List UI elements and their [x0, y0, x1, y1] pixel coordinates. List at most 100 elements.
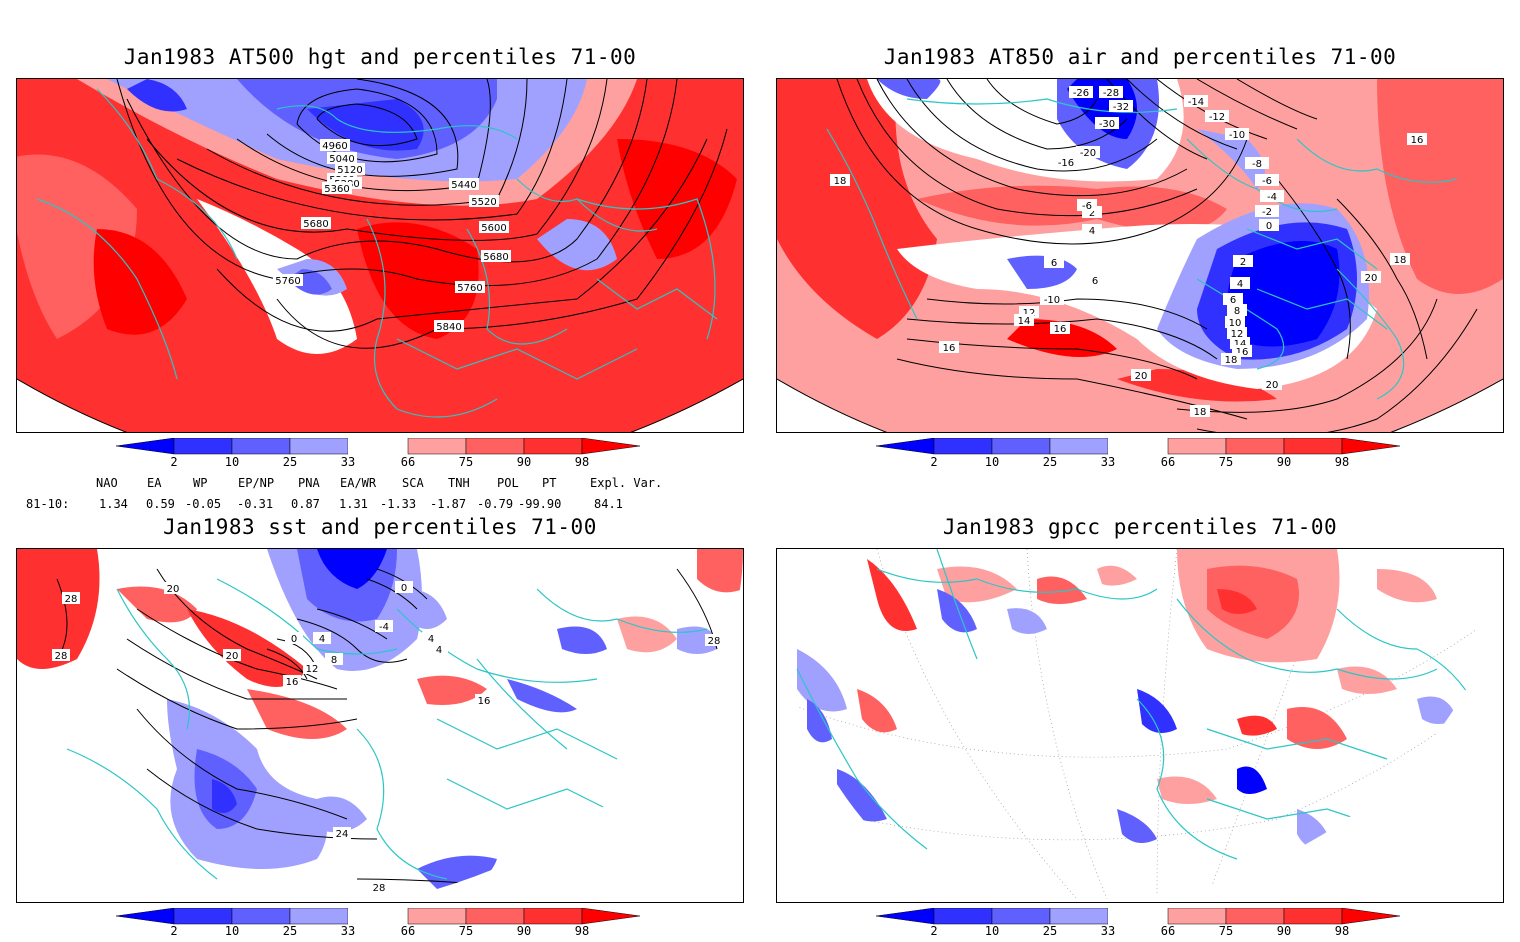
contour-label: 8 [1227, 304, 1247, 317]
svg-text:16: 16 [1411, 135, 1424, 146]
contour-label: 4 [430, 643, 448, 656]
contour-label: -4 [1260, 190, 1284, 203]
panel-title-tr: Jan1983 AT850 air and percentiles 71-00 [883, 45, 1397, 69]
colorbar-label: 2 [170, 924, 178, 938]
svg-text:24: 24 [336, 829, 349, 840]
contour-label: -2 [1255, 205, 1279, 218]
panel-title-br: Jan1983 gpcc percentiles 71-00 [942, 515, 1338, 539]
colorbar-legend [115, 907, 641, 925]
contour-label: 20 [1262, 378, 1282, 391]
colorbar-label: 90 [516, 924, 532, 938]
index-header: EP/NP [238, 476, 275, 490]
colorbar-label: 10 [224, 455, 240, 469]
contour-label: -10 [1225, 128, 1249, 141]
svg-text:4: 4 [319, 634, 325, 645]
svg-text:6: 6 [1092, 276, 1098, 287]
contour-label: 4 [313, 632, 331, 645]
contour-label: 20 [223, 649, 241, 662]
svg-text:16: 16 [943, 343, 956, 354]
contour-label: 12 [1227, 327, 1247, 340]
svg-text:2: 2 [1240, 257, 1246, 268]
svg-text:18: 18 [1225, 355, 1238, 366]
svg-text:5840: 5840 [436, 322, 461, 333]
map-sst-svg: 28 28 20 20 0 4 4 4 8 12 16 16 0 -4 24 2… [17, 549, 743, 902]
svg-text:-4: -4 [379, 622, 389, 633]
svg-text:8: 8 [1234, 306, 1240, 317]
contour-label: -6 [1077, 199, 1097, 212]
svg-text:4: 4 [436, 645, 442, 656]
svg-text:4: 4 [1089, 226, 1095, 237]
svg-text:-14: -14 [1188, 97, 1204, 108]
index-row-label: 81-10: [26, 497, 70, 511]
svg-text:2: 2 [1089, 208, 1095, 219]
contour-label: 14 [1014, 314, 1034, 327]
index-value: -1.33 [380, 497, 417, 511]
contour-label: 8 [325, 653, 343, 666]
colorbar-bottom-left: 2 10 25 33 66 75 90 98 [115, 907, 646, 942]
index-header: Expl. Var. [590, 476, 663, 490]
svg-text:-10: -10 [1229, 130, 1245, 141]
svg-text:6: 6 [1230, 295, 1236, 306]
index-value: -99.90 [518, 497, 562, 511]
contour-label: 0 [1259, 219, 1279, 232]
contour-label: 4 [1230, 277, 1250, 290]
contour-label: -32 [1109, 100, 1133, 113]
svg-text:14: 14 [1018, 316, 1031, 327]
svg-text:10: 10 [1229, 318, 1242, 329]
contour-label: 28 [370, 881, 388, 894]
contour-label: 5680 [481, 250, 511, 263]
contour-label: 16 [283, 675, 301, 688]
colorbar-label: 2 [930, 924, 938, 938]
colorbar-legend [115, 437, 641, 455]
contour-label: 5760 [455, 281, 485, 294]
contour-label: -6 [1255, 174, 1279, 187]
contour-label: -8 [1245, 157, 1269, 170]
contour-label: 5440 [449, 178, 479, 191]
svg-text:0: 0 [1266, 221, 1272, 232]
svg-text:-8: -8 [1252, 159, 1262, 170]
contour-label: 5680 [301, 217, 331, 230]
svg-text:-20: -20 [1080, 148, 1096, 159]
svg-text:20: 20 [1135, 371, 1148, 382]
contour-label: 10 [1225, 316, 1245, 329]
contour-label: 28 [62, 592, 80, 605]
contour-label: 4960 [320, 139, 350, 152]
map-panel-500hgt: 4960 5040 5120 5200 5280 5360 5440 5520 … [16, 78, 744, 433]
map-500hgt-svg: 4960 5040 5120 5200 5280 5360 5440 5520 … [17, 79, 743, 432]
colorbar-label: 66 [1160, 924, 1176, 938]
colorbar-label: 33 [340, 924, 356, 938]
svg-text:5120: 5120 [337, 165, 362, 176]
colorbar-label: 66 [400, 924, 416, 938]
svg-text:-16: -16 [1058, 158, 1074, 169]
svg-text:28: 28 [708, 636, 721, 647]
index-header: TNH [448, 476, 470, 490]
map-panel-sst: 28 28 20 20 0 4 4 4 8 12 16 16 0 -4 24 2… [16, 548, 744, 903]
svg-text:-10: -10 [1044, 295, 1060, 306]
contour-label: 5120 [335, 163, 365, 176]
contour-label: 18 [830, 174, 850, 187]
colorbar-label: 75 [458, 924, 474, 938]
map-panel-850air: -26 -28 -32 -30 -14 -12 -10 -20 -16 -8 -… [776, 78, 1504, 433]
contour-label: 5360 [322, 182, 352, 195]
svg-text:-32: -32 [1113, 102, 1129, 113]
svg-text:-12: -12 [1209, 112, 1225, 123]
index-value: 0.87 [291, 497, 320, 511]
contour-label: 5760 [273, 274, 303, 287]
svg-text:5680: 5680 [303, 219, 328, 230]
svg-text:-4: -4 [1267, 192, 1277, 203]
svg-text:-6: -6 [1082, 201, 1092, 212]
svg-text:5680: 5680 [483, 252, 508, 263]
contour-label: -4 [375, 620, 393, 633]
index-header: EA/WR [340, 476, 377, 490]
svg-text:-30: -30 [1099, 119, 1115, 130]
contour-label: 2 [1233, 255, 1253, 268]
contour-label: 12 [303, 662, 321, 675]
map-gpcc-svg [777, 549, 1503, 902]
contour-label: 18 [1390, 253, 1410, 266]
contour-label: -14 [1184, 95, 1208, 108]
contour-label: 5520 [469, 195, 499, 208]
svg-text:5600: 5600 [481, 223, 506, 234]
colorbar-label: 66 [1160, 455, 1176, 469]
colorbar-top-left: 2 10 25 33 66 75 90 98 [115, 437, 646, 472]
svg-text:18: 18 [834, 176, 847, 187]
